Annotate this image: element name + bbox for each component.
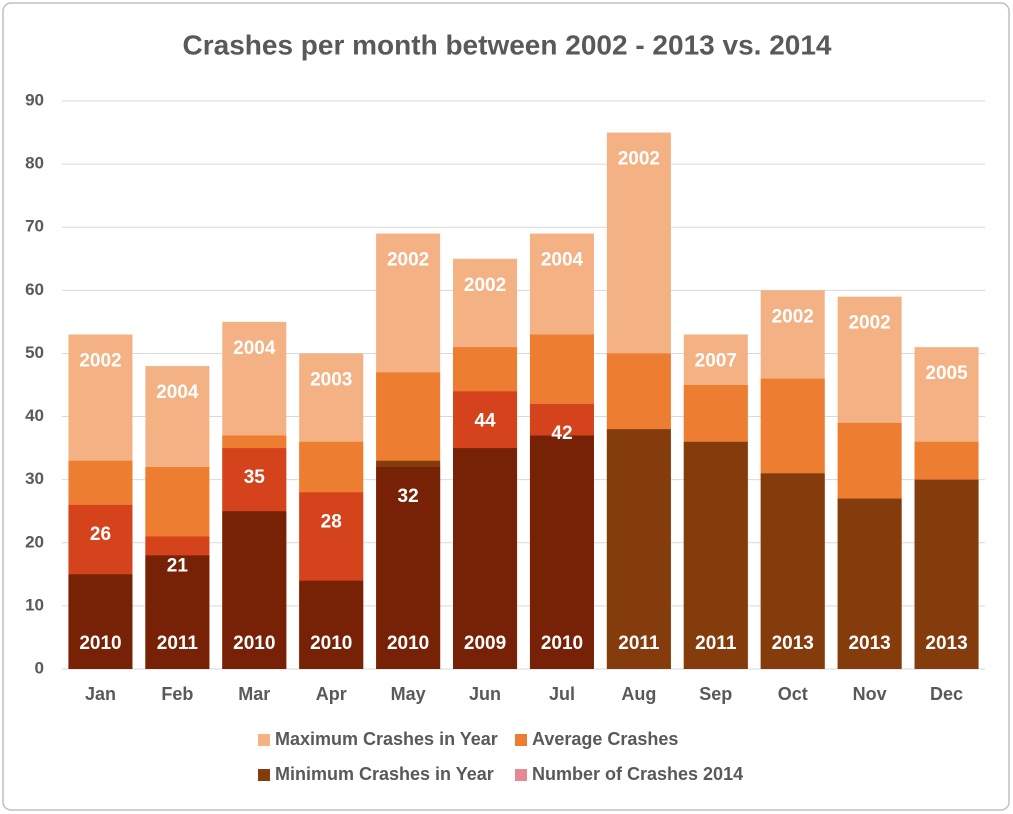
bar [68, 504, 133, 669]
bar [837, 498, 902, 669]
year-label: 2004 [233, 338, 276, 359]
data-label: 35 [244, 467, 266, 488]
legend-swatch [515, 769, 527, 781]
year-label: 2003 [310, 369, 352, 390]
x-tick-label: Dec [930, 684, 963, 704]
data-label: 44 [474, 410, 496, 431]
data-label: 28 [321, 511, 342, 532]
year-label: 2009 [464, 633, 506, 654]
y-tick-label: 20 [25, 532, 44, 551]
legend-label: Number of Crashes 2014 [532, 764, 743, 784]
year-label: 2005 [925, 363, 968, 384]
bar [299, 492, 364, 669]
x-tick-label: Aug [621, 684, 656, 704]
bar [606, 429, 671, 669]
x-tick-label: Mar [238, 684, 270, 704]
legend-label: Maximum Crashes in Year [275, 729, 498, 749]
x-tick-label: Apr [316, 684, 347, 704]
year-label: 2010 [541, 633, 583, 654]
x-tick-label: May [391, 684, 426, 704]
year-label: 2013 [772, 633, 814, 654]
y-tick-label: 40 [25, 406, 44, 425]
x-tick-label: Feb [161, 684, 193, 704]
bar [376, 467, 441, 669]
year-label: 2011 [618, 633, 660, 654]
data-label: 32 [398, 486, 419, 507]
legend-label: Average Crashes [532, 729, 678, 749]
year-label: 2010 [387, 633, 429, 654]
year-label: 2010 [79, 633, 121, 654]
year-label: 2010 [310, 633, 352, 654]
bar [145, 536, 210, 669]
bar [683, 441, 748, 669]
year-label: 2013 [848, 633, 890, 654]
y-tick-label: 50 [25, 343, 44, 362]
y-tick-label: 70 [25, 217, 44, 236]
year-label: 2011 [695, 633, 737, 654]
bar [453, 391, 518, 669]
year-label: 2013 [925, 633, 967, 654]
year-label: 2002 [387, 250, 429, 271]
data-label: 42 [551, 423, 572, 444]
legend-swatch [258, 734, 270, 746]
bar [529, 403, 594, 669]
bar [914, 479, 979, 669]
year-label: 2007 [695, 351, 737, 372]
x-tick-label: Jan [85, 684, 116, 704]
data-label: 21 [167, 555, 189, 576]
x-tick-label: Sep [699, 684, 732, 704]
year-label: 2002 [618, 149, 660, 170]
year-label: 2002 [848, 313, 890, 334]
y-tick-label: 90 [25, 90, 44, 109]
x-tick-label: Jul [549, 684, 575, 704]
y-tick-label: 80 [25, 154, 44, 173]
year-label: 2002 [79, 351, 121, 372]
year-label: 2002 [772, 306, 814, 327]
y-tick-label: 30 [25, 469, 44, 488]
legend-swatch [515, 734, 527, 746]
data-label: 26 [90, 524, 111, 545]
legend-swatch [258, 769, 270, 781]
y-tick-label: 10 [25, 595, 44, 614]
year-label: 2004 [156, 382, 199, 403]
year-label: 2002 [464, 275, 506, 296]
x-tick-label: Nov [853, 684, 887, 704]
bar [760, 473, 825, 669]
x-tick-label: Jun [469, 684, 501, 704]
y-tick-label: 60 [25, 280, 44, 299]
year-label: 2011 [157, 633, 199, 654]
chart-title: Crashes per month between 2002 - 2013 vs… [183, 29, 832, 60]
legend-label: Minimum Crashes in Year [275, 764, 494, 784]
year-label: 2010 [233, 633, 275, 654]
year-label: 2004 [541, 250, 584, 271]
y-tick-label: 0 [35, 658, 44, 677]
bar [222, 448, 287, 669]
x-tick-label: Oct [778, 684, 808, 704]
